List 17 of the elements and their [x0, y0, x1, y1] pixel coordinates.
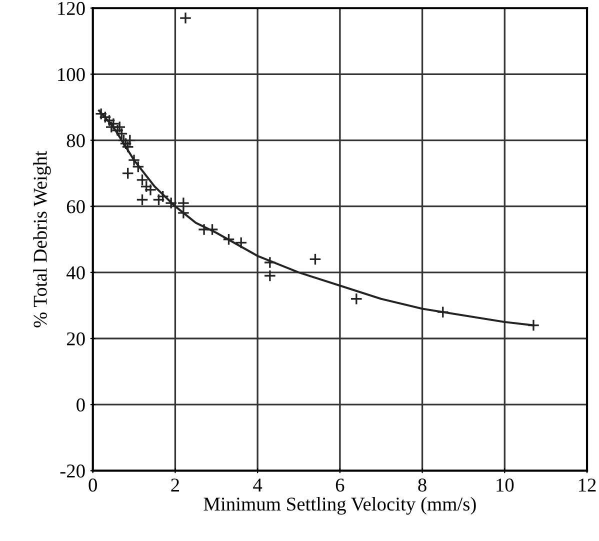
x-tick-label: 12: [579, 478, 596, 492]
y-tick-label: 60: [66, 200, 85, 214]
y-tick-label: 120: [58, 2, 85, 16]
x-tick-label: 0: [88, 478, 97, 492]
y-tick-label: 40: [66, 266, 85, 280]
x-tick-label: 2: [171, 478, 179, 492]
y-tick-label: 20: [66, 332, 85, 346]
y-tick-label: 100: [58, 68, 85, 82]
x-tick-label: 4: [253, 478, 262, 492]
x-tick-label: 8: [418, 478, 426, 492]
y-tick-label: -20: [60, 464, 85, 478]
x-axis-title: Minimum Settling Velocity (mm/s): [204, 496, 476, 515]
x-tick-label: 6: [336, 478, 344, 492]
y-axis-title: % Total Debris Weight: [33, 150, 51, 328]
y-tick-label: 0: [76, 398, 85, 412]
x-tick-label: 10: [496, 478, 514, 492]
y-tick-label: 80: [66, 134, 85, 148]
